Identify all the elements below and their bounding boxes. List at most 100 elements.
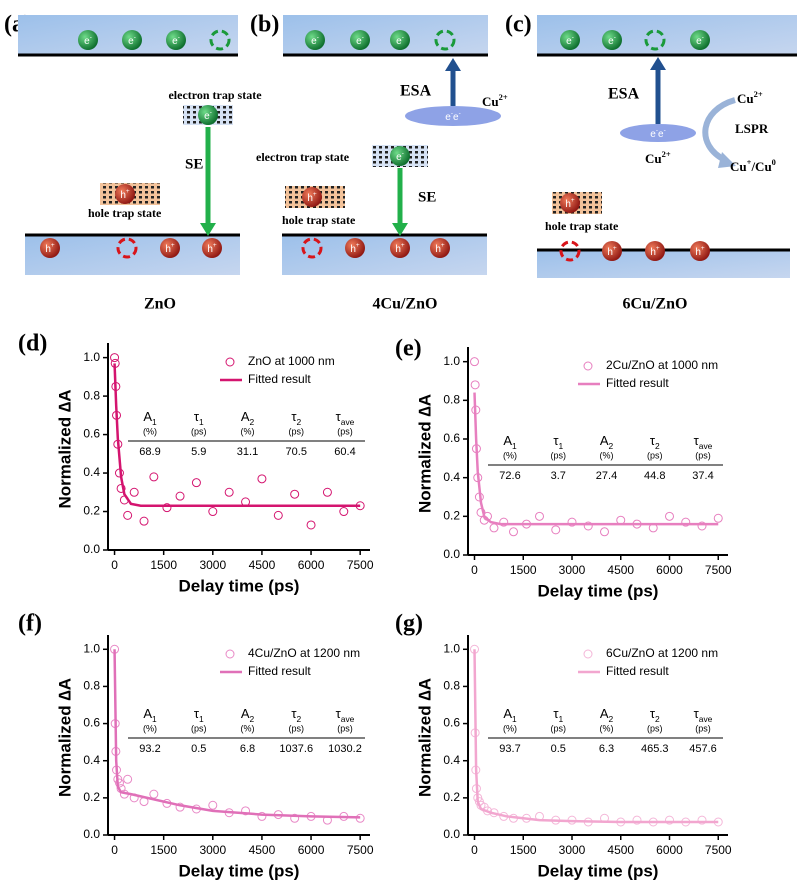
legend-label: 4Cu/ZnO at 1200 nm: [248, 646, 360, 660]
text-part: A: [143, 706, 152, 721]
table-unit: (ps): [647, 450, 663, 460]
hole: [160, 238, 180, 258]
text-part: 2: [296, 417, 301, 427]
data-point: [470, 380, 480, 390]
data-point: [129, 487, 139, 497]
text-part: A: [143, 409, 152, 424]
carrier-label: e-: [172, 34, 180, 46]
text-part: e: [128, 36, 134, 47]
table-cell: 1037.6: [279, 743, 313, 755]
vacancy: [301, 237, 323, 259]
text-part: -: [134, 34, 136, 41]
label: ESA: [608, 86, 640, 103]
carrier-label: e-: [396, 150, 404, 162]
text-part: 2+: [754, 89, 763, 99]
y-tick-label: 1.0: [83, 641, 100, 655]
text-part: +: [171, 242, 175, 249]
table-header: τ2: [291, 706, 301, 724]
hole: [602, 241, 622, 261]
table-header: τave: [336, 409, 355, 427]
table-header: A2: [241, 706, 255, 724]
data-point: [600, 527, 609, 537]
x-tick-label: 4500: [607, 563, 634, 577]
data-point: [665, 511, 674, 521]
x-tick-label: 3000: [559, 843, 586, 857]
y-tick-label: 0.8: [83, 679, 100, 693]
hole: [302, 187, 322, 207]
text-part: τ: [336, 706, 342, 721]
text-part: τ: [650, 706, 656, 721]
carrier-label: h+: [45, 242, 55, 254]
text-part: 1: [558, 441, 563, 451]
x-tick-label: 4500: [607, 843, 634, 857]
text-part: τ: [194, 706, 200, 721]
text-part: h: [650, 247, 656, 258]
legend-label: 6Cu/ZnO at 1200 nm: [606, 646, 718, 660]
table-cell: 1030.2: [328, 743, 362, 755]
vacancy: [559, 240, 581, 262]
table-unit: (ps): [551, 450, 567, 460]
label: LSPR: [735, 121, 769, 136]
electron: [305, 30, 325, 50]
y-tick-label: 0.4: [83, 753, 100, 767]
data-point: [290, 813, 300, 823]
y-tick-label: 0.8: [443, 679, 460, 693]
panel-label: (f): [18, 611, 42, 637]
ion-label: Cu2+: [737, 89, 763, 106]
table-header: A1: [143, 409, 157, 427]
text-part: h: [165, 244, 171, 255]
legend-label: Fitted result: [606, 664, 669, 678]
electron: [390, 146, 410, 166]
text-part: e: [566, 36, 572, 47]
carrier-label: e-e-: [445, 110, 460, 122]
vacancy: [434, 29, 456, 51]
vacancy: [644, 29, 666, 51]
y-tick-label: 0.6: [443, 716, 460, 730]
data-point: [583, 521, 593, 531]
legend-marker: [583, 361, 593, 371]
y-axis-title: Normalized ∆A: [415, 394, 434, 513]
y-tick-label: 0.4: [443, 753, 460, 767]
panel-label: (e): [395, 336, 422, 362]
text-part: -: [362, 34, 364, 41]
data-point: [224, 487, 234, 497]
label: SE: [418, 189, 436, 205]
ion-label: Cu2+: [482, 92, 508, 109]
data-point: [509, 527, 518, 537]
fit-line: [473, 392, 719, 526]
carrier-label: h+: [565, 197, 575, 209]
y-tick-label: 0.0: [443, 547, 460, 561]
data-point: [208, 507, 218, 517]
data-point: [162, 503, 172, 513]
text-part: -: [90, 34, 92, 41]
y-tick-label: 0.4: [443, 470, 460, 484]
text-part: 1: [199, 417, 204, 427]
text-part: e: [650, 129, 656, 140]
x-tick-label: 7500: [705, 843, 732, 857]
data-point: [149, 472, 159, 482]
table-header: τ1: [553, 433, 563, 451]
text-part: e: [445, 112, 451, 123]
text-part: +: [571, 197, 575, 204]
text-part: A: [241, 409, 250, 424]
text-part: e: [658, 129, 664, 140]
text-part: 2: [608, 441, 613, 451]
table-header: A1: [503, 433, 517, 451]
table-header: A1: [143, 706, 157, 724]
ion-label: Cu2+: [645, 149, 671, 166]
carrier-label: h+: [120, 188, 130, 200]
label: ESA: [400, 83, 432, 100]
table-cell: 37.4: [692, 470, 713, 482]
text-part: -: [656, 127, 658, 134]
text-part: -: [572, 34, 574, 41]
table-header: τ1: [194, 706, 204, 724]
band: [537, 15, 797, 55]
table-unit: (ps): [191, 723, 207, 733]
text-part: 2: [655, 441, 660, 451]
legend-label: ZnO at 1000 nm: [248, 354, 335, 368]
x-axis-title: Delay time (ps): [538, 581, 659, 600]
text-part: -: [402, 150, 404, 157]
table-unit: (%): [143, 723, 157, 733]
y-tick-label: 0.2: [83, 790, 100, 804]
table-header: τ1: [194, 409, 204, 427]
